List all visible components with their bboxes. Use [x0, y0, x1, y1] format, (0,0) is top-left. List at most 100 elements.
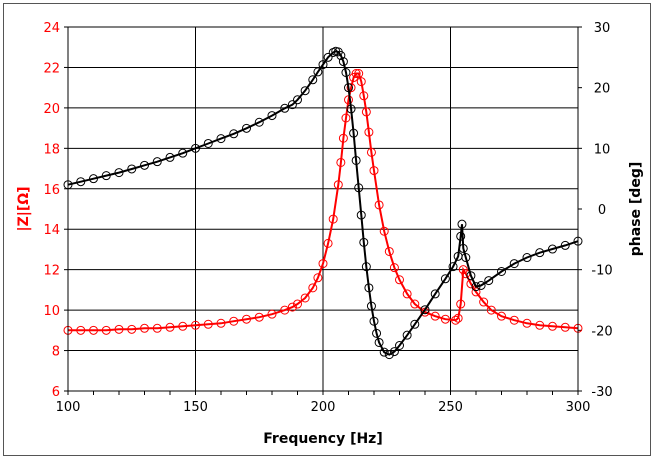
phase-point — [354, 183, 364, 193]
phase-point — [484, 276, 494, 286]
impedance-point — [178, 321, 188, 331]
impedance-point — [479, 297, 489, 307]
y-tick-label: 8 — [52, 345, 60, 360]
impedance-point — [313, 273, 323, 283]
impedance-point — [374, 200, 384, 210]
impedance-point — [356, 77, 366, 87]
phase-point — [178, 148, 188, 158]
impedance-point — [486, 305, 496, 315]
phase-point — [420, 305, 430, 315]
impedance-point — [242, 314, 251, 324]
impedance-point — [89, 325, 98, 335]
phase-point — [114, 168, 124, 178]
impedance-point — [369, 166, 379, 176]
y-tick-label: 12 — [43, 264, 60, 279]
phase-point — [476, 280, 486, 290]
phase-point — [410, 319, 420, 329]
grid — [64, 26, 582, 395]
impedance-point — [509, 315, 519, 325]
plot-area-frame — [67, 26, 579, 392]
impedance-point — [522, 318, 532, 328]
phase-point — [374, 337, 384, 347]
impedance-point — [229, 316, 239, 326]
impedance-point — [293, 299, 302, 309]
impedance-point — [191, 320, 200, 330]
x-tick-label: 200 — [311, 400, 336, 415]
phase-point — [351, 155, 361, 165]
phase-point — [364, 283, 374, 293]
phase-point — [509, 259, 519, 269]
phase-point — [293, 95, 302, 105]
phase-point — [216, 134, 226, 144]
impedance-point — [114, 324, 124, 334]
impedance-point — [338, 133, 348, 143]
chart-border — [3, 3, 651, 456]
phase-point — [522, 253, 532, 263]
phase-point — [242, 123, 251, 133]
phase-point — [456, 231, 466, 241]
y-tick-label: 18 — [43, 142, 60, 157]
phase-point — [191, 143, 200, 153]
impedance-point — [318, 259, 328, 269]
impedance-point — [359, 91, 369, 101]
impedance-point — [351, 69, 361, 79]
phase-point — [372, 328, 382, 338]
y-tick-label: 6 — [52, 385, 60, 400]
phase-point — [535, 248, 545, 258]
phase-point — [127, 164, 137, 174]
impedance-point — [280, 305, 290, 315]
phase-point — [287, 100, 297, 110]
phase-point — [338, 57, 348, 67]
y-tick-label: 16 — [43, 183, 60, 198]
impedance-point — [402, 289, 412, 299]
phase-point — [497, 266, 506, 276]
impedance-line — [68, 72, 579, 332]
impedance-point — [384, 246, 394, 256]
tick-labels: 6 8 10 12 14 16 18 20 22 24 -30 -20 -10 0 10 20 30 100 150… — [43, 21, 612, 415]
impedance-point — [451, 315, 461, 325]
impedance-point — [395, 275, 404, 285]
phase-point — [346, 104, 356, 114]
impedance-point — [341, 113, 351, 123]
phase-point — [356, 210, 366, 220]
impedance-point — [165, 322, 175, 332]
impedance-point — [456, 299, 466, 309]
impedance-point — [323, 238, 333, 248]
y-tick-label: 22 — [43, 61, 60, 76]
phase-point — [229, 129, 239, 139]
y-tick-label: 14 — [43, 223, 60, 238]
phase-point — [389, 347, 399, 357]
phase-point — [313, 67, 323, 77]
y-tick-label: 20 — [43, 102, 60, 117]
impedance-point — [336, 157, 346, 167]
impedance-point — [140, 323, 149, 333]
phase-point — [140, 160, 149, 170]
impedance-point — [76, 325, 86, 335]
phase-point — [366, 301, 376, 311]
y2-tick-label: -30 — [591, 385, 612, 400]
impedance-point — [364, 127, 374, 137]
phase-point — [402, 330, 412, 340]
phase-point — [76, 177, 86, 187]
phase-point — [440, 274, 450, 284]
phase-point — [359, 237, 369, 247]
y-axis-label: |Z|[Ω] — [16, 186, 32, 231]
impedance-point — [333, 180, 343, 190]
x-tick-label: 250 — [438, 400, 463, 415]
phase-point — [165, 152, 175, 162]
phase-point — [344, 83, 353, 93]
impedance-point — [548, 321, 557, 331]
phase-point — [560, 240, 570, 250]
phase-point — [280, 103, 290, 113]
phase-point — [341, 68, 351, 77]
x-tick-label: 300 — [566, 400, 591, 415]
impedance-point — [300, 293, 310, 303]
impedance-series — [63, 69, 583, 335]
impedance-point — [152, 323, 162, 333]
y2-tick-label: 20 — [594, 82, 611, 97]
impedance-point — [379, 226, 389, 236]
impedance-point — [361, 107, 371, 117]
phase-point — [267, 111, 277, 121]
